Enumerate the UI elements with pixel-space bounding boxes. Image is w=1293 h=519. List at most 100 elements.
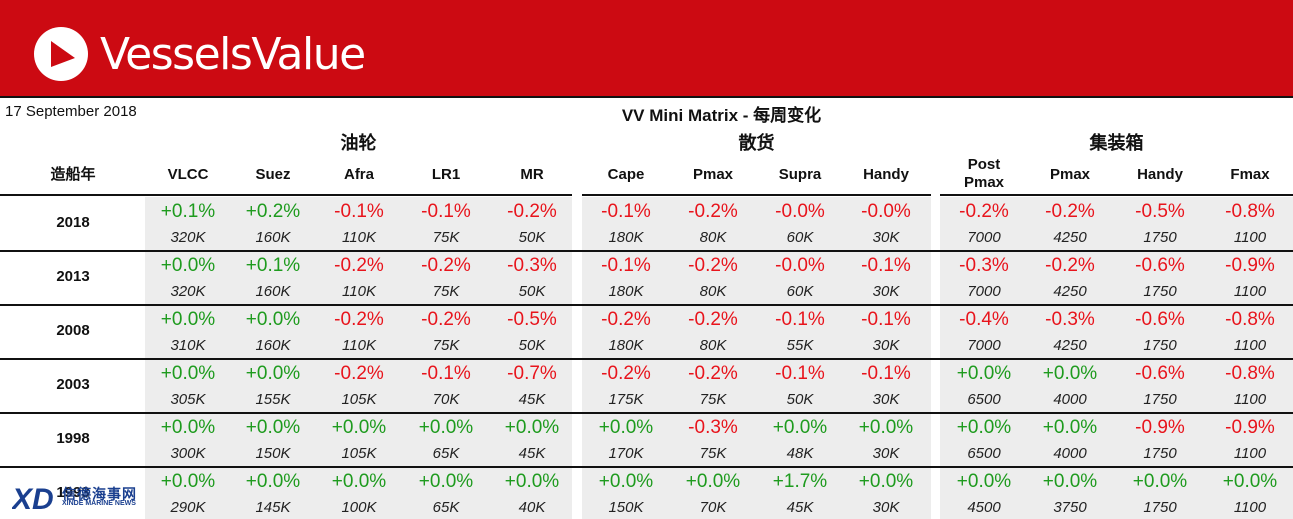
value-change: +0.0%	[245, 417, 301, 438]
vessel-size: 75K	[432, 229, 460, 246]
vessel-size: 320K	[170, 283, 206, 300]
value-change: +0.0%	[956, 471, 1012, 492]
vessel-size: 30K	[872, 229, 900, 246]
value-change: -0.5%	[1135, 201, 1185, 222]
vessel-size: 50K	[518, 337, 546, 354]
vessel-size: 1100	[1233, 499, 1267, 516]
group-bulkers: 散货	[738, 133, 775, 153]
value-change: -0.2%	[688, 309, 738, 330]
watermark-text: 信德海事网	[62, 486, 137, 502]
group-rule	[145, 194, 572, 196]
vessel-size: 1100	[1233, 283, 1267, 300]
value-change: +0.0%	[1222, 471, 1278, 492]
vessel-size: 105K	[341, 391, 377, 408]
value-change: +0.0%	[504, 417, 560, 438]
vessel-size: 50K	[518, 229, 546, 246]
row-year: 1998	[56, 430, 90, 447]
value-change: -0.6%	[1135, 363, 1185, 384]
vessel-size: 60K	[786, 229, 814, 246]
value-change: +0.0%	[245, 363, 301, 384]
value-change: +0.0%	[772, 417, 828, 438]
value-change: -0.9%	[1135, 417, 1185, 438]
value-change: +0.0%	[245, 309, 301, 330]
group-tankers: 油轮	[340, 133, 377, 153]
value-change: +0.0%	[858, 471, 914, 492]
vessel-size: 45K	[518, 445, 546, 462]
value-change: -0.1%	[861, 363, 911, 384]
vessel-size: 310K	[170, 337, 206, 354]
vessel-size: 180K	[608, 283, 644, 300]
vessel-size: 60K	[786, 283, 814, 300]
value-change: +0.0%	[160, 471, 216, 492]
vessel-size: 65K	[432, 499, 460, 516]
value-change: -0.2%	[601, 309, 651, 330]
vessel-size: 70K	[699, 499, 727, 516]
value-change: +0.0%	[1042, 471, 1098, 492]
value-change: +0.0%	[160, 363, 216, 384]
value-change: +0.0%	[504, 471, 560, 492]
vesselsvalue-logo-icon	[34, 27, 88, 81]
vessel-size: 145K	[255, 499, 291, 516]
value-change: -0.8%	[1225, 201, 1275, 222]
vessel-size: 150K	[608, 499, 644, 516]
vessel-size: 300K	[170, 445, 206, 462]
watermark-subtext: XINDE MARINE NEWS	[62, 500, 136, 507]
value-change: -0.0%	[861, 201, 911, 222]
value-change: -0.3%	[507, 255, 557, 276]
xinde-logo-icon: XD	[12, 483, 54, 516]
vessel-size: 4250	[1053, 283, 1087, 300]
row-divider	[0, 358, 1293, 360]
vessel-size: 160K	[255, 283, 291, 300]
column-header: Suez	[255, 166, 291, 183]
column-header: Handy	[1137, 166, 1183, 183]
vessel-size: 110K	[342, 283, 376, 300]
row-year: 2008	[56, 322, 90, 339]
vessel-size: 180K	[608, 229, 644, 246]
vessel-size: 175K	[608, 391, 644, 408]
vessel-size: 4000	[1053, 445, 1087, 462]
vessel-size: 1750	[1143, 445, 1177, 462]
value-change: +0.0%	[1042, 417, 1098, 438]
value-change: +0.1%	[245, 255, 301, 276]
vessel-size: 4250	[1053, 229, 1087, 246]
value-change: -0.0%	[775, 255, 825, 276]
row-year: 2003	[56, 376, 90, 393]
value-change: -0.2%	[959, 201, 1009, 222]
vessel-size: 1750	[1143, 229, 1177, 246]
vessel-size: 4250	[1053, 337, 1087, 354]
value-change: +0.0%	[956, 363, 1012, 384]
vessel-size: 30K	[872, 445, 900, 462]
value-change: -0.2%	[1045, 255, 1095, 276]
value-change: +0.2%	[245, 201, 301, 222]
vessel-size: 110K	[342, 229, 376, 246]
value-change: -0.7%	[507, 363, 557, 384]
group-rule	[940, 194, 1293, 196]
row-year: 1993	[56, 484, 90, 501]
group-rule	[582, 194, 931, 196]
vessel-size: 45K	[786, 499, 814, 516]
value-change: +0.0%	[160, 417, 216, 438]
value-change: -0.1%	[775, 309, 825, 330]
vessel-size: 80K	[699, 337, 727, 354]
value-change: -0.6%	[1135, 309, 1185, 330]
vessel-size: 80K	[699, 283, 727, 300]
value-change: -0.2%	[334, 363, 384, 384]
vessel-size: 1750	[1143, 337, 1177, 354]
value-change: -0.8%	[1225, 309, 1275, 330]
value-change: +0.0%	[1132, 471, 1188, 492]
vessel-size: 160K	[255, 337, 291, 354]
row-year: 2018	[56, 214, 90, 231]
value-change: +0.0%	[598, 417, 654, 438]
svg-text:XD: XD	[12, 483, 54, 516]
vessel-size: 4500	[967, 499, 1001, 516]
column-header-year: 造船年	[50, 166, 96, 183]
vessel-size: 80K	[699, 229, 727, 246]
value-change: +0.0%	[956, 417, 1012, 438]
vessel-size: 6500	[967, 391, 1001, 408]
vessel-size: 110K	[342, 337, 376, 354]
vessel-size: 48K	[786, 445, 814, 462]
value-change: -0.2%	[421, 309, 471, 330]
column-header: Pmax	[692, 166, 734, 183]
column-header: Handy	[863, 166, 909, 183]
vessel-size: 30K	[872, 499, 900, 516]
